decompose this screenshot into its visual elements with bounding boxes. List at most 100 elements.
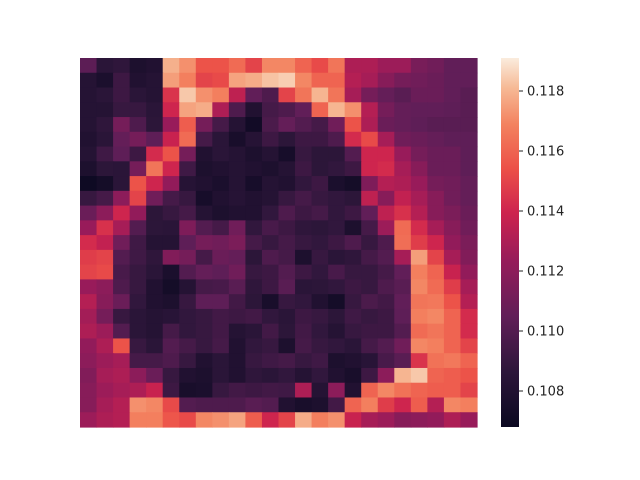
heatmap-cell: [460, 308, 478, 325]
heatmap-cell: [344, 87, 362, 103]
heatmap-cell: [460, 353, 478, 369]
heatmap-cell: [96, 397, 114, 413]
heatmap-cell: [129, 131, 147, 148]
heatmap-cell: [394, 353, 412, 369]
heatmap-cell: [443, 176, 462, 192]
heatmap-cell: [245, 397, 263, 413]
heatmap-cell: [261, 131, 280, 148]
heatmap-cell: [80, 176, 98, 192]
heatmap-cell: [162, 190, 180, 207]
heatmap-cell: [162, 146, 180, 162]
heatmap-cell: [195, 131, 213, 148]
heatmap-cell: [146, 161, 164, 177]
heatmap-cell: [179, 220, 197, 236]
heatmap-cell: [361, 235, 379, 251]
heatmap-cell: [427, 176, 445, 192]
heatmap-cell: [179, 131, 197, 148]
heatmap-cell: [228, 72, 247, 89]
heatmap-cell: [427, 102, 445, 118]
heatmap-cell: [245, 102, 263, 118]
heatmap-cell: [80, 220, 98, 236]
heatmap-cell: [460, 249, 478, 266]
heatmap-cell: [328, 220, 346, 236]
heatmap-cell: [394, 382, 412, 399]
heatmap-cell: [146, 58, 164, 74]
heatmap-cell: [261, 58, 280, 74]
heatmap-cell: [146, 131, 164, 148]
heatmap-cell: [427, 249, 445, 266]
heatmap-cell: [96, 87, 114, 103]
heatmap-cell: [394, 338, 412, 354]
heatmap-cell: [228, 205, 247, 221]
heatmap-cell: [443, 308, 462, 325]
heatmap-cell: [261, 367, 280, 384]
heatmap-cell: [179, 176, 197, 192]
heatmap-cell: [460, 58, 478, 74]
heatmap-cell: [460, 338, 478, 354]
heatmap-cell: [162, 220, 180, 236]
heatmap-cell: [410, 294, 428, 310]
heatmap-cell: [311, 412, 329, 428]
heatmap-cell: [278, 308, 296, 325]
heatmap-cell: [344, 338, 362, 354]
heatmap-cell: [328, 235, 346, 251]
heatmap-cell: [179, 58, 197, 74]
heatmap-cell: [195, 87, 213, 103]
heatmap-cell: [228, 397, 247, 413]
heatmap-cell: [162, 117, 180, 133]
heatmap-cell: [261, 220, 280, 236]
heatmap-cell: [328, 176, 346, 192]
colorbar-tick-label: 0.108: [527, 385, 564, 400]
heatmap-cell: [80, 146, 98, 162]
heatmap-cell: [410, 323, 428, 340]
heatmap-cell: [295, 176, 313, 192]
heatmap-cell: [311, 279, 329, 295]
heatmap-cell: [361, 412, 379, 428]
heatmap-cell: [129, 102, 147, 118]
heatmap-cell: [228, 249, 247, 266]
heatmap-cell: [311, 161, 329, 177]
heatmap-cell: [245, 382, 263, 399]
heatmap-cell: [245, 176, 263, 192]
heatmap-cell: [195, 323, 213, 340]
heatmap-cell: [146, 338, 164, 354]
heatmap-cell: [195, 58, 213, 74]
heatmap-cell: [443, 367, 462, 384]
heatmap-cell: [261, 279, 280, 295]
heatmap-cell: [460, 235, 478, 251]
heatmap-cell: [311, 323, 329, 340]
heatmap-cell: [377, 176, 395, 192]
heatmap-cell: [129, 205, 147, 221]
heatmap-cell: [361, 87, 379, 103]
heatmap-cell: [410, 146, 428, 162]
heatmap-cell: [96, 205, 114, 221]
heatmap-cell: [311, 382, 329, 399]
heatmap-cell: [427, 353, 445, 369]
heatmap-cell: [179, 323, 197, 340]
heatmap-cell: [344, 308, 362, 325]
heatmap-cell: [361, 131, 379, 148]
heatmap-cell: [427, 87, 445, 103]
heatmap-cell: [80, 353, 98, 369]
heatmap-cell: [460, 367, 478, 384]
heatmap-cell: [212, 58, 230, 74]
heatmap-cell: [228, 58, 247, 74]
heatmap-cell: [96, 72, 114, 89]
heatmap-cell: [179, 353, 197, 369]
heatmap-cell: [278, 131, 296, 148]
heatmap-cell: [427, 161, 445, 177]
heatmap-cell: [96, 294, 114, 310]
heatmap-cell: [212, 235, 230, 251]
heatmap-cell: [146, 72, 164, 89]
heatmap-cell: [394, 205, 412, 221]
heatmap-cell: [245, 412, 263, 428]
heatmap-cell: [361, 220, 379, 236]
colorbar-gradient: [501, 58, 519, 427]
heatmap-cell: [278, 146, 296, 162]
heatmap-cell: [311, 397, 329, 413]
heatmap-cell: [427, 117, 445, 133]
heatmap-cell: [80, 102, 98, 118]
heatmap-cell: [460, 220, 478, 236]
heatmap-cell: [179, 397, 197, 413]
heatmap-cell: [228, 235, 247, 251]
